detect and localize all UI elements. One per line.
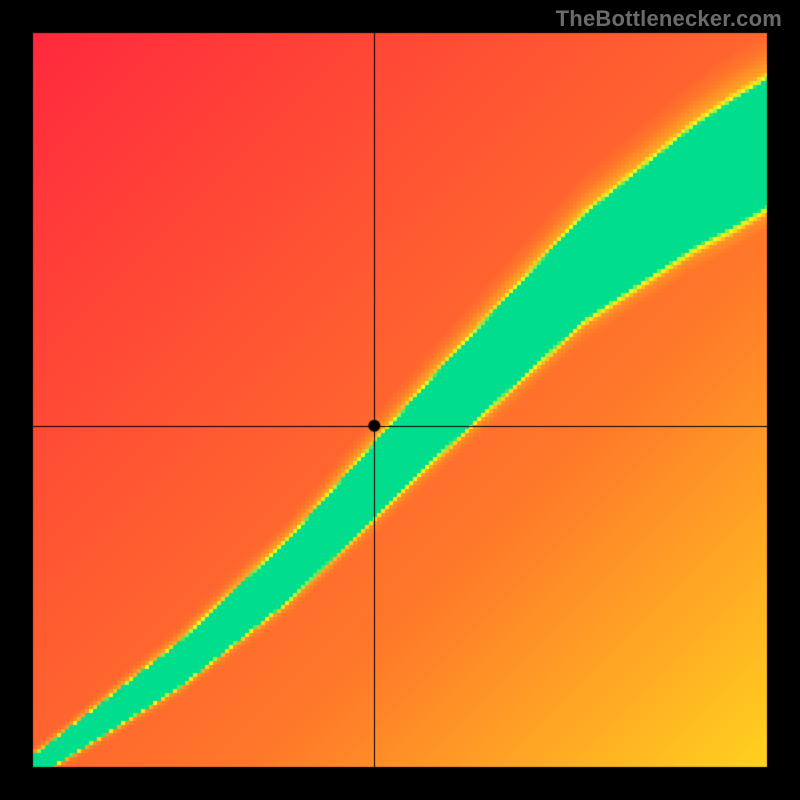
chart-container: TheBottlenecker.com — [0, 0, 800, 800]
watermark-text: TheBottlenecker.com — [556, 6, 782, 32]
bottleneck-heatmap-canvas — [0, 0, 800, 800]
